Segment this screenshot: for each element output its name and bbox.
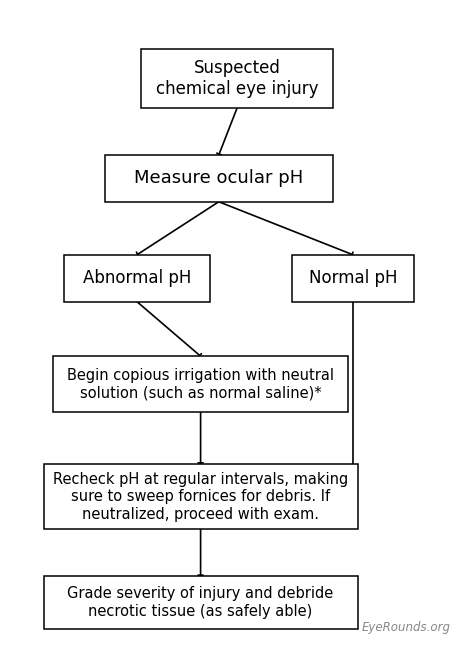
FancyBboxPatch shape: [44, 464, 357, 529]
Text: Suspected
chemical eye injury: Suspected chemical eye injury: [156, 59, 318, 98]
Text: Begin copious irrigation with neutral
solution (such as normal saline)*: Begin copious irrigation with neutral so…: [67, 368, 334, 400]
FancyBboxPatch shape: [64, 255, 210, 302]
FancyBboxPatch shape: [44, 576, 357, 629]
Text: Normal pH: Normal pH: [309, 269, 397, 287]
FancyBboxPatch shape: [292, 255, 414, 302]
Text: Abnormal pH: Abnormal pH: [82, 269, 191, 287]
FancyBboxPatch shape: [141, 49, 333, 108]
Text: Recheck pH at regular intervals, making
sure to sweep fornices for debris. If
ne: Recheck pH at regular intervals, making …: [53, 472, 348, 521]
Text: Grade severity of injury and debride
necrotic tissue (as safely able): Grade severity of injury and debride nec…: [67, 586, 334, 619]
FancyBboxPatch shape: [53, 356, 348, 412]
Text: Measure ocular pH: Measure ocular pH: [134, 170, 303, 187]
Text: EyeRounds.org: EyeRounds.org: [362, 621, 451, 634]
FancyBboxPatch shape: [105, 155, 333, 202]
